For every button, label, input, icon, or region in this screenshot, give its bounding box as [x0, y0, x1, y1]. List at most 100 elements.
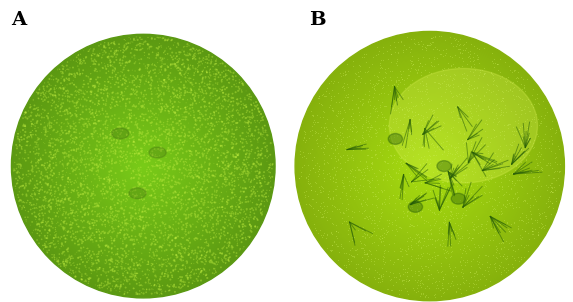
Point: [358, 271, 367, 276]
Point: [227, 134, 236, 139]
Point: [245, 177, 254, 182]
Point: [148, 232, 158, 237]
Point: [127, 111, 136, 116]
Point: [103, 146, 112, 150]
Point: [211, 93, 221, 98]
Point: [99, 91, 108, 96]
Point: [203, 200, 213, 204]
Point: [88, 217, 97, 222]
Point: [197, 191, 206, 196]
Point: [417, 78, 426, 83]
Point: [101, 136, 110, 140]
Point: [177, 93, 186, 98]
Point: [119, 211, 128, 216]
Point: [142, 224, 151, 229]
Point: [224, 68, 233, 73]
Point: [342, 218, 351, 223]
Point: [235, 198, 244, 202]
Point: [230, 169, 240, 174]
Point: [92, 109, 101, 114]
Point: [24, 172, 33, 176]
Point: [171, 230, 180, 235]
Point: [499, 109, 508, 114]
Point: [513, 149, 523, 154]
Point: [369, 274, 378, 279]
Point: [431, 256, 440, 261]
Point: [452, 273, 461, 278]
Point: [107, 138, 116, 143]
Point: [236, 234, 245, 239]
Point: [98, 191, 107, 196]
Point: [470, 194, 480, 199]
Point: [191, 94, 200, 98]
Point: [438, 232, 448, 236]
Point: [133, 37, 142, 42]
Point: [156, 127, 166, 131]
Point: [248, 133, 257, 138]
Point: [204, 74, 213, 79]
Point: [236, 248, 245, 252]
Point: [250, 107, 259, 111]
Point: [57, 190, 66, 194]
Point: [148, 128, 158, 133]
Point: [234, 108, 244, 113]
Point: [441, 90, 450, 95]
Point: [327, 231, 336, 236]
Point: [515, 95, 524, 100]
Point: [539, 226, 548, 231]
Point: [458, 82, 467, 87]
Point: [378, 79, 387, 83]
Point: [339, 84, 348, 88]
Point: [64, 229, 73, 233]
Point: [140, 258, 149, 262]
Point: [77, 277, 86, 281]
Point: [341, 101, 350, 106]
Point: [113, 182, 122, 186]
Point: [121, 250, 130, 255]
Point: [154, 52, 163, 56]
Point: [109, 279, 118, 284]
Point: [47, 73, 56, 78]
Point: [88, 226, 97, 231]
Point: [218, 251, 227, 256]
Point: [402, 134, 411, 139]
Point: [92, 121, 101, 126]
Point: [371, 233, 380, 238]
Point: [132, 271, 141, 276]
Point: [297, 164, 307, 169]
Point: [80, 122, 89, 127]
Point: [547, 137, 556, 142]
Point: [218, 126, 227, 130]
Point: [70, 71, 79, 76]
Point: [421, 92, 430, 96]
Point: [189, 164, 198, 169]
Point: [165, 191, 174, 196]
Point: [473, 45, 482, 50]
Point: [117, 82, 127, 87]
Point: [160, 271, 170, 276]
Point: [519, 148, 528, 153]
Point: [390, 218, 399, 223]
Ellipse shape: [84, 107, 203, 225]
Point: [447, 183, 456, 188]
Point: [323, 204, 332, 209]
Point: [459, 150, 468, 155]
Point: [32, 133, 41, 138]
Ellipse shape: [149, 147, 166, 158]
Point: [218, 165, 227, 170]
Point: [329, 204, 338, 209]
Point: [183, 58, 193, 63]
Point: [45, 150, 54, 155]
Point: [375, 168, 384, 173]
Point: [92, 92, 101, 97]
Point: [33, 197, 42, 202]
Point: [134, 171, 143, 176]
Point: [222, 166, 231, 171]
Point: [74, 146, 83, 151]
Point: [46, 184, 56, 188]
Point: [150, 147, 159, 152]
Point: [360, 92, 369, 96]
Point: [36, 180, 45, 185]
Point: [215, 89, 225, 94]
Point: [182, 261, 191, 266]
